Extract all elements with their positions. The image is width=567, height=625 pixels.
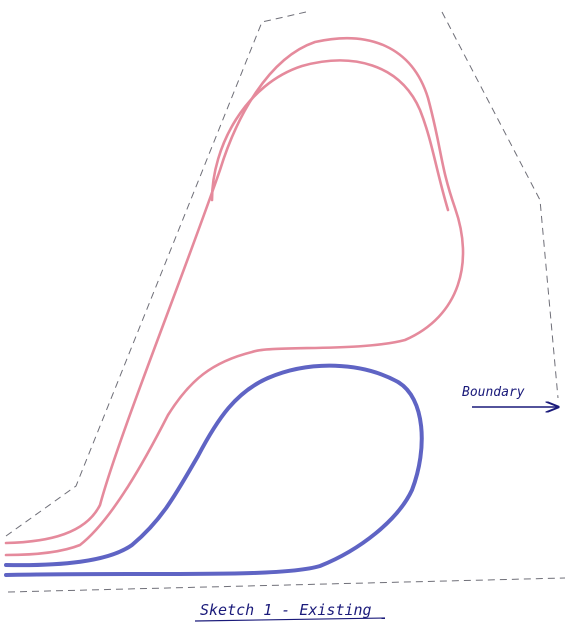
pink-track-loop [4,36,465,557]
sketch-caption: Sketch 1 - Existing [200,601,372,619]
boundary-label: Boundary [462,385,525,400]
caption-underline [194,617,386,622]
boundary-line-right [441,11,559,399]
pink-track-inner-stroke [210,59,450,212]
blue-track-loop [4,363,424,577]
boundary-line-bottom [7,577,566,593]
